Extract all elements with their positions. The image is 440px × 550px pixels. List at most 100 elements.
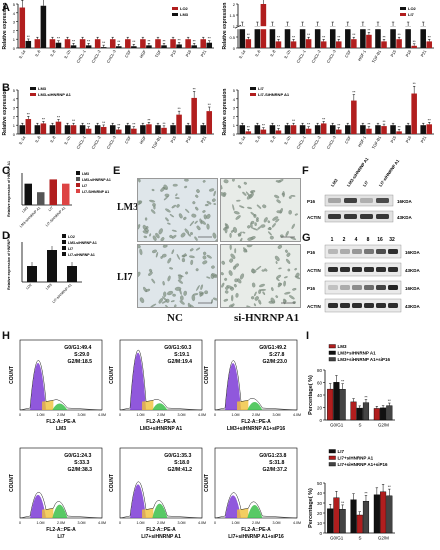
- bar-li7: [245, 39, 252, 48]
- s-phase-area: [142, 508, 154, 518]
- cell: [285, 258, 291, 264]
- legend-swatch: [30, 93, 36, 96]
- bar-lm3-sihnrnp-a1: [146, 124, 152, 134]
- significance-star: **: [247, 32, 251, 37]
- lane-label: LM3: [330, 177, 339, 187]
- cell: [160, 256, 163, 259]
- cell: [250, 296, 255, 300]
- bar-li7: [269, 125, 276, 134]
- cell: [242, 191, 247, 196]
- x-tick-label: 0: [119, 521, 121, 525]
- cell: [290, 195, 296, 197]
- bar-li7-sihnrnp-a1: [305, 128, 312, 134]
- band: [340, 285, 350, 290]
- bar-lo2: [27, 266, 37, 282]
- y-axis-label: COUNT: [204, 474, 210, 492]
- blot-strip: [324, 262, 402, 277]
- band: [376, 198, 389, 203]
- x-tick-label: TGF: [154, 49, 163, 59]
- bar-lm3-sihnrnp-a1: [380, 407, 387, 421]
- bar-lm3: [350, 401, 357, 421]
- cell: [291, 223, 295, 230]
- cell: [172, 183, 178, 187]
- x-tick-label: LI7: [48, 206, 54, 212]
- cell: [246, 245, 253, 248]
- legend-swatch: [328, 344, 336, 349]
- cell: [274, 194, 280, 199]
- bar-lo2: [239, 26, 246, 48]
- cell: [232, 226, 238, 233]
- x-tick-label: 0: [214, 521, 216, 525]
- cell: [149, 233, 152, 237]
- bar-li7: [254, 125, 261, 134]
- bar-li7-sihnrnp-a1: [426, 124, 433, 134]
- cell: [230, 253, 236, 260]
- bar-li7: [373, 494, 380, 534]
- panel-letter-g: G: [302, 232, 311, 244]
- significance-star: **: [87, 38, 91, 43]
- cell: [247, 206, 252, 210]
- s-phase-area: [142, 400, 154, 410]
- bar-lm3-sihnrnp-a1: [85, 128, 92, 134]
- significance-star: **: [292, 34, 296, 39]
- cell: [213, 190, 216, 197]
- significance-star: **: [367, 27, 371, 32]
- band: [328, 303, 338, 308]
- cell: [237, 185, 242, 189]
- cell: [189, 248, 194, 252]
- cell: [209, 188, 215, 192]
- bar-li7-sihnrnp-a1: [351, 100, 357, 134]
- row-label-lm3: LM3: [117, 202, 139, 213]
- x-tick-label: 3.0M: [178, 521, 186, 525]
- kda-label: 16KDA: [397, 199, 413, 204]
- x-tick-label: TGF-B1: [151, 134, 163, 149]
- cell: [250, 222, 253, 229]
- cell: [190, 259, 194, 265]
- cell: [277, 245, 282, 249]
- significance-star: **: [193, 38, 197, 43]
- x-tick-label: 3.0M: [178, 413, 186, 417]
- cell: [202, 260, 208, 265]
- cell: [155, 232, 160, 239]
- panel-letter-b: B: [2, 82, 10, 94]
- legend-label: LI7+siHNRNP A1: [338, 456, 374, 461]
- cell: [225, 286, 229, 290]
- x-tick-label: 2.0M: [252, 521, 260, 525]
- bar-lo2: [269, 26, 276, 48]
- cell: [278, 267, 282, 270]
- cell: [288, 210, 292, 215]
- bar-li7-sihnrnp-a1: [62, 183, 70, 205]
- cell: [165, 304, 169, 307]
- legend-swatch: [76, 177, 80, 181]
- band: [360, 214, 373, 219]
- bar-li7-sihnrnp-a1: [336, 129, 342, 134]
- bar-lo2: [254, 26, 261, 48]
- cell: [229, 258, 234, 263]
- band: [376, 303, 386, 308]
- bar-li7: [396, 39, 402, 48]
- bar-lm3: [100, 47, 107, 48]
- legend-label: LM3-siHNRNP A1: [38, 92, 72, 97]
- x-tick-label: P16: [184, 48, 192, 57]
- lane-label: 32: [389, 237, 395, 243]
- legend-label: LM3-siHNRNP A1: [82, 178, 111, 182]
- s-value: S:18.0: [174, 460, 189, 466]
- significance-star: **: [87, 122, 91, 127]
- x-tick-label: LO2: [25, 283, 33, 291]
- bar-li7: [360, 125, 366, 134]
- bar-lo2: [170, 39, 176, 48]
- cell: [165, 208, 171, 213]
- x-tick-label: S: [358, 536, 361, 541]
- col-label-nc: NC: [167, 312, 183, 324]
- s-phase-area: [237, 400, 249, 410]
- bar-lo2: [19, 7, 26, 48]
- band: [344, 214, 357, 219]
- cell: [165, 217, 169, 222]
- cell: [289, 295, 295, 300]
- x-tick-label: TGF-B1: [371, 48, 383, 63]
- significance-star: **: [428, 117, 432, 122]
- x-tick-label: 0: [19, 413, 21, 417]
- x-tick-label: 1.0M: [37, 413, 45, 417]
- y-tick-label: 60: [317, 381, 323, 386]
- micrograph-lm3-nc: [137, 178, 218, 242]
